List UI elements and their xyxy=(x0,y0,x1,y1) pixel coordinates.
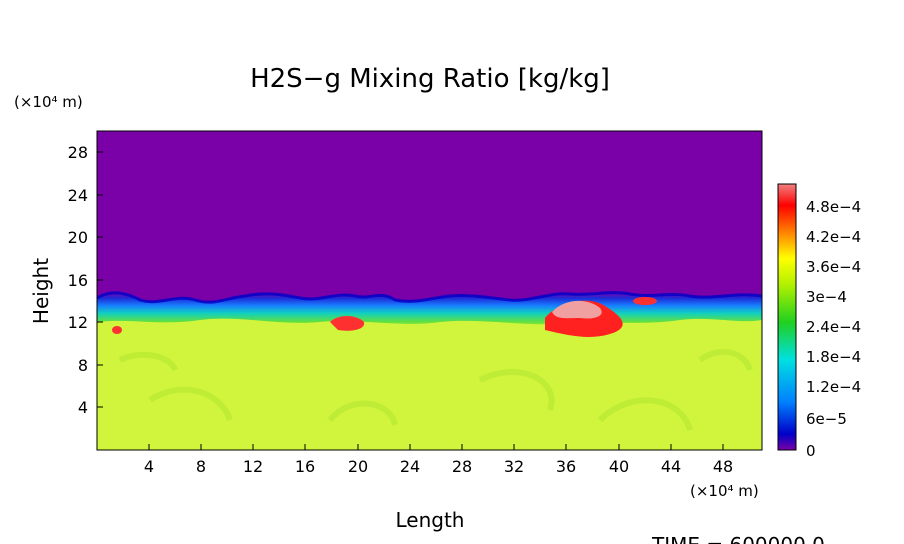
y-tick-label: 4 xyxy=(78,398,88,417)
y-tick-label: 24 xyxy=(68,186,88,205)
colorbar-label: 4.2e−4 xyxy=(806,228,861,246)
x-axis-unit: (×10⁴ m) xyxy=(690,482,759,500)
colorbar-bar xyxy=(777,183,797,451)
colorbar-label: 1.2e−4 xyxy=(806,378,861,396)
colorbar-tick-labels: 4.8e−4 4.2e−4 3.6e−4 3e−4 2.4e−4 1.8e−4 … xyxy=(806,198,861,460)
colorbar-label: 1.8e−4 xyxy=(806,348,861,366)
plot-frame xyxy=(96,130,763,451)
colorbar-label: 2.4e−4 xyxy=(806,318,861,336)
x-tick-label: 16 xyxy=(295,457,315,476)
x-axis-label: Length xyxy=(396,508,465,532)
x-tick-label: 24 xyxy=(400,457,420,476)
colorbar-label: 6e−5 xyxy=(806,410,847,428)
y-tick-label: 28 xyxy=(68,143,88,162)
x-axis-ticks xyxy=(148,444,724,450)
colorbar: 4.8e−4 4.2e−4 3.6e−4 3e−4 2.4e−4 1.8e−4 … xyxy=(777,183,861,460)
chart-title: H2S−g Mixing Ratio [kg/kg] xyxy=(250,64,610,94)
colorbar-label: 3e−4 xyxy=(806,288,847,306)
colorbar-label: 4.8e−4 xyxy=(806,198,861,216)
y-axis-ticks xyxy=(97,151,103,408)
y-axis-unit: (×10⁴ m) xyxy=(14,93,83,111)
x-tick-label: 28 xyxy=(452,457,472,476)
y-tick-label: 12 xyxy=(68,313,88,332)
x-tick-label: 4 xyxy=(144,457,154,476)
x-tick-label: 20 xyxy=(348,457,368,476)
band-fringe xyxy=(97,291,762,304)
swirl-texture xyxy=(118,348,753,432)
peak-region-right xyxy=(633,297,657,305)
x-tick-label: 44 xyxy=(661,457,681,476)
y-tick-label: 20 xyxy=(68,228,88,247)
x-tick-label: 8 xyxy=(196,457,206,476)
time-label: TIME = 600000.0 xyxy=(651,533,825,544)
colorbar-label: 0 xyxy=(806,442,816,460)
x-tick-label: 32 xyxy=(504,457,524,476)
heatmap-field xyxy=(97,131,762,450)
y-axis-tick-labels: 4 8 12 16 20 24 28 xyxy=(68,143,88,417)
peak-regions xyxy=(112,297,657,337)
x-tick-label: 36 xyxy=(556,457,576,476)
peak-region-left xyxy=(112,326,122,334)
peak-region-main-core xyxy=(552,300,602,319)
colorbar-label: 3.6e−4 xyxy=(806,258,861,276)
y-tick-label: 8 xyxy=(78,356,88,375)
x-axis-tick-labels: 4 8 12 16 20 24 28 32 36 40 44 48 xyxy=(144,457,733,476)
x-tick-label: 40 xyxy=(609,457,629,476)
peak-region-mid xyxy=(330,316,365,331)
y-tick-label: 16 xyxy=(68,271,88,290)
y-axis-label: Height xyxy=(29,258,53,324)
x-tick-label: 48 xyxy=(713,457,733,476)
lower-layer xyxy=(97,318,762,450)
x-tick-label: 12 xyxy=(243,457,263,476)
